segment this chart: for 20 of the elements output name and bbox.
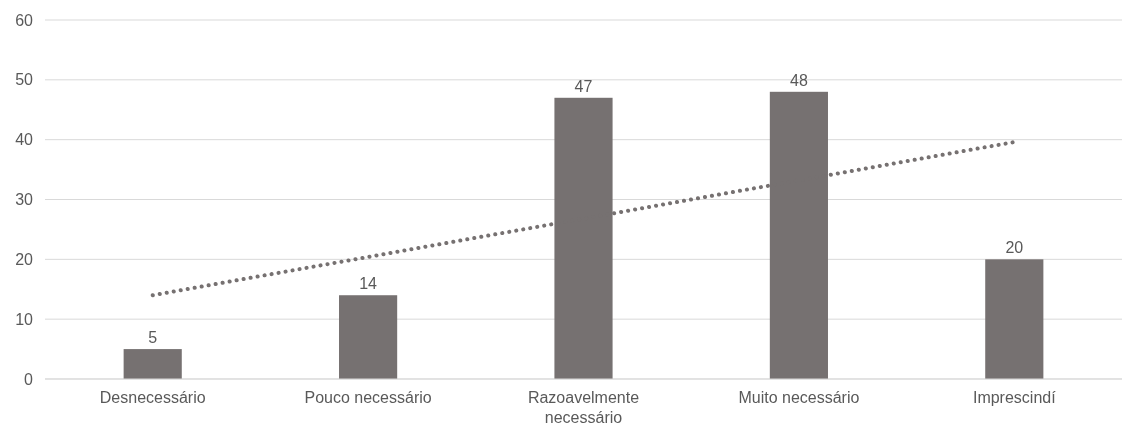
y-tick-label: 30 <box>15 191 34 209</box>
data-label: 48 <box>790 71 808 89</box>
y-tick-label: 0 <box>24 370 34 388</box>
x-tick-label: Muito necessário <box>738 389 860 406</box>
bar <box>985 259 1044 379</box>
x-tick-label: Pouco necessário <box>304 389 432 406</box>
y-tick-label: 60 <box>15 11 34 29</box>
data-label: 5 <box>148 329 158 347</box>
x-tick-label: Desnecessário <box>99 389 206 406</box>
y-tick-label: 50 <box>15 71 34 89</box>
y-tick-label: 20 <box>15 250 34 268</box>
bar <box>339 295 398 379</box>
data-label: 14 <box>359 275 378 293</box>
x-tick-label: Imprescindí <box>972 389 1057 406</box>
y-tick-label: 40 <box>15 131 34 149</box>
bar <box>123 349 182 379</box>
data-label: 20 <box>1005 239 1024 257</box>
data-label: 47 <box>574 77 593 95</box>
x-tick-label: Razoavelmente necessário <box>527 389 640 426</box>
y-tick-label: 10 <box>15 310 34 328</box>
